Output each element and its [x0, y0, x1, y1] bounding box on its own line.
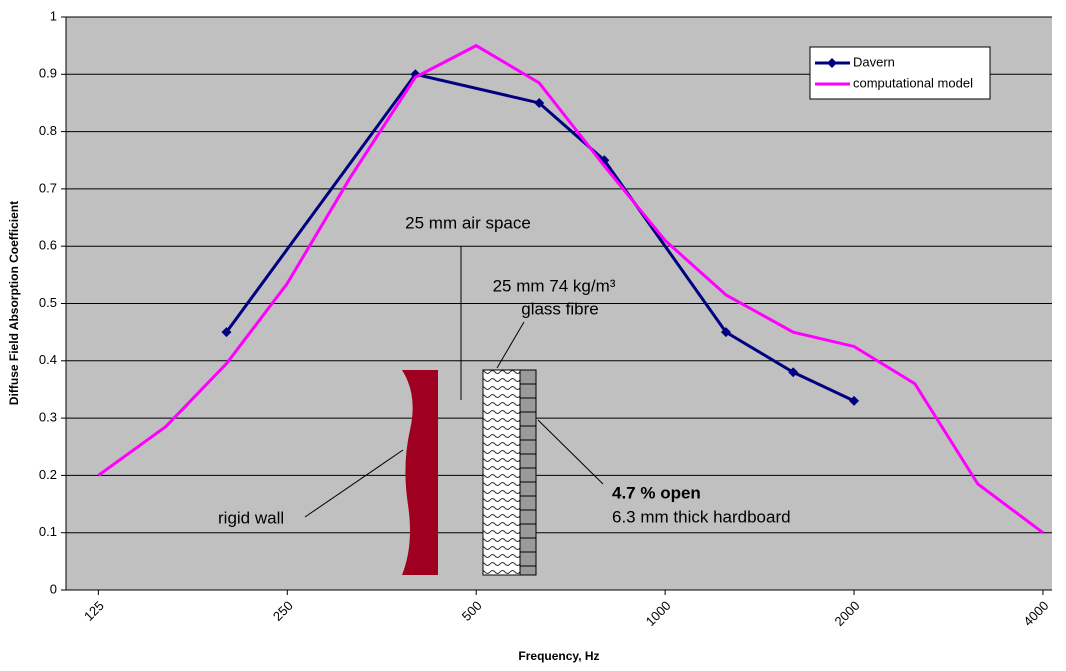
x-axis-title: Frequency, Hz — [518, 649, 599, 663]
x-tick-label: 4000 — [1020, 598, 1051, 629]
legend-label: Davern — [853, 54, 895, 69]
data-point — [788, 367, 799, 378]
y-tick-label: 0.8 — [39, 123, 57, 138]
hardboard-lines — [520, 383, 536, 567]
y-tick-label: 0.3 — [39, 410, 57, 425]
annotation: rigid wall — [218, 508, 284, 527]
annotation: 6.3 mm thick hardboard — [612, 507, 791, 526]
y-tick-label: 0.4 — [39, 352, 57, 367]
x-tick-label: 500 — [459, 598, 485, 624]
y-tick-label: 0.1 — [39, 524, 57, 539]
y-axis-title: Diffuse Field Absorption Coefficient — [7, 201, 21, 405]
data-point — [534, 97, 545, 108]
y-tick-label: 0.6 — [39, 238, 57, 253]
series-line — [97, 43, 1044, 534]
diagram — [304, 246, 604, 576]
x-tick-label: 250 — [270, 598, 296, 624]
x-tick-label: 2000 — [832, 598, 863, 629]
legend-marker — [827, 58, 837, 68]
annotation: 4.7 % open — [612, 483, 701, 502]
y-tick-label: 0.5 — [39, 295, 57, 310]
legend — [809, 46, 991, 100]
annotation: glass fibre — [521, 299, 598, 318]
data-point — [720, 327, 731, 338]
y-tick-label: 0.2 — [39, 467, 57, 482]
data-point — [221, 327, 232, 338]
x-tick-label: 1000 — [643, 598, 674, 629]
x-tick-label: 125 — [81, 598, 107, 624]
y-tick-label: 1 — [50, 8, 57, 23]
legend-label: computational model — [853, 75, 973, 90]
leader-lines — [304, 246, 604, 518]
hardboard-shape — [519, 369, 537, 576]
annotation: 25 mm 74 kg/m³ — [493, 276, 616, 295]
glass-fibre-shape — [482, 369, 521, 576]
rigid-wall-shape — [402, 370, 438, 575]
y-tick-label: 0 — [50, 581, 57, 596]
y-tick-label: 0.7 — [39, 180, 57, 195]
annotation: 25 mm air space — [405, 213, 531, 232]
data-point — [849, 395, 860, 406]
y-tick-label: 0.9 — [39, 66, 57, 81]
